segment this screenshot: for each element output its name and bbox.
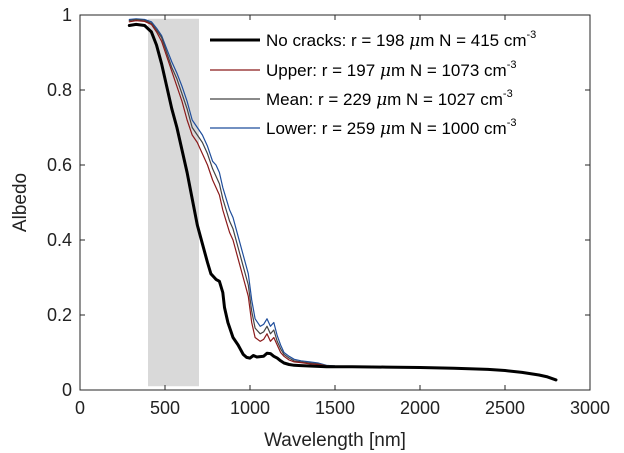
legend: No cracks: r = 198 μm N = 415 cm-3 Upper:…: [210, 29, 536, 139]
y-tick-label: 0.2: [47, 305, 72, 325]
x-tick-label: 3000: [570, 398, 610, 418]
y-tick-label: 0: [62, 380, 72, 400]
shaded-band: [148, 18, 199, 387]
x-tick-label: 0: [75, 398, 85, 418]
legend-label-no-cracks: No cracks: r = 198 μm N = 415 cm-3: [266, 29, 536, 51]
legend-label-mean: Mean: r = 229 μm N = 1027 cm-3: [266, 88, 513, 110]
y-axis-label: Albedo: [10, 173, 31, 232]
series-layer: [127, 18, 558, 382]
shaded-band-layer: [148, 18, 199, 387]
y-tick-label: 0.4: [47, 230, 72, 250]
x-tick-label: 2500: [485, 398, 525, 418]
y-tick-label: 0.8: [47, 80, 72, 100]
legend-label-upper: Upper: r = 197 μm N = 1073 cm-3: [266, 59, 516, 81]
series-line-no-cracks: [127, 22, 558, 382]
y-tick-label: 0.6: [47, 155, 72, 175]
x-tick-label: 2000: [400, 398, 440, 418]
x-tick-label: 1000: [230, 398, 270, 418]
x-tick-label: 1500: [315, 398, 355, 418]
x-tick-label: 500: [150, 398, 180, 418]
x-axis-label: Wavelength [nm]: [264, 430, 406, 451]
y-tick-label: 1: [62, 5, 72, 25]
legend-label-lower: Lower: r = 259 μm N = 1000 cm-3: [266, 117, 516, 139]
axes-layer: 0 500 1000 1500 2000 2500 3000 0 0.2 0.4 0.6 0.8 1: [47, 5, 610, 418]
